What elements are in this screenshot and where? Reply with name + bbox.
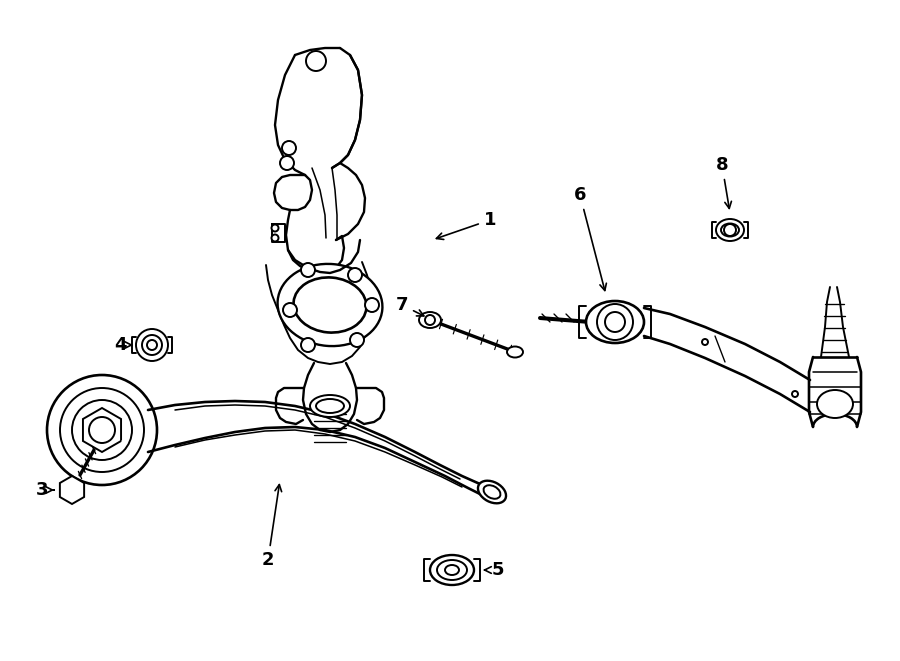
Circle shape <box>792 391 798 397</box>
Circle shape <box>605 312 625 332</box>
Text: 5: 5 <box>484 561 504 579</box>
Text: 4: 4 <box>113 336 132 354</box>
Ellipse shape <box>483 485 500 499</box>
Ellipse shape <box>316 399 344 413</box>
Ellipse shape <box>721 223 739 237</box>
Text: 8: 8 <box>716 156 732 208</box>
Circle shape <box>60 388 144 472</box>
Ellipse shape <box>293 278 366 332</box>
Ellipse shape <box>430 555 474 585</box>
Text: 3: 3 <box>36 481 54 499</box>
Ellipse shape <box>716 219 744 241</box>
Text: 6: 6 <box>574 186 607 291</box>
Circle shape <box>301 263 315 277</box>
Ellipse shape <box>478 481 506 503</box>
Circle shape <box>136 329 168 361</box>
Circle shape <box>350 333 364 347</box>
Text: 2: 2 <box>262 485 282 569</box>
Circle shape <box>282 141 296 155</box>
Circle shape <box>597 304 633 340</box>
Circle shape <box>47 375 157 485</box>
Circle shape <box>283 303 297 317</box>
Ellipse shape <box>419 312 441 328</box>
Circle shape <box>147 340 157 350</box>
Text: 7: 7 <box>396 296 424 316</box>
Circle shape <box>89 417 115 443</box>
Circle shape <box>280 156 294 170</box>
Circle shape <box>365 298 379 312</box>
Polygon shape <box>83 408 122 452</box>
Ellipse shape <box>445 565 459 575</box>
Circle shape <box>272 235 278 241</box>
Ellipse shape <box>437 560 467 580</box>
Circle shape <box>724 224 736 236</box>
Ellipse shape <box>310 395 350 417</box>
Circle shape <box>301 338 315 352</box>
Ellipse shape <box>277 264 382 346</box>
Circle shape <box>306 51 326 71</box>
Polygon shape <box>60 476 84 504</box>
Circle shape <box>702 339 708 345</box>
Circle shape <box>142 335 162 355</box>
Ellipse shape <box>507 346 523 358</box>
Circle shape <box>72 400 132 460</box>
Ellipse shape <box>817 390 853 418</box>
Ellipse shape <box>586 301 644 343</box>
Circle shape <box>348 268 362 282</box>
Circle shape <box>272 225 278 231</box>
Text: 1: 1 <box>436 211 496 239</box>
Circle shape <box>425 315 435 325</box>
